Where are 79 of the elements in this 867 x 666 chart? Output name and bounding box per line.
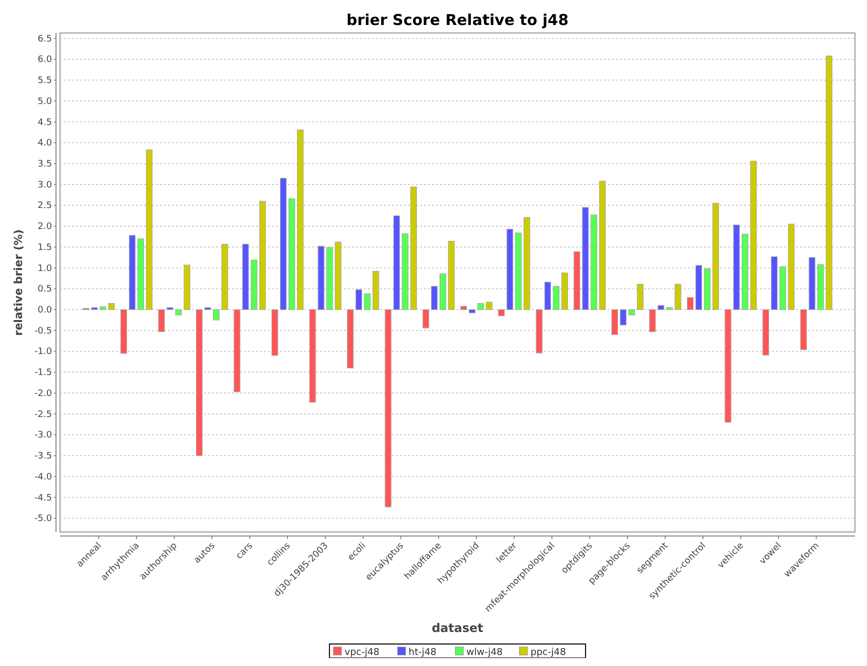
bar <box>146 150 153 310</box>
bar <box>506 228 514 310</box>
y-tick-label: -4.5 <box>34 493 52 504</box>
bar <box>468 309 476 314</box>
bar <box>410 186 417 310</box>
bar <box>280 178 287 310</box>
y-tick-label: 4.0 <box>38 138 52 149</box>
y-tick-label: -0.5 <box>34 326 52 336</box>
y-tick-label: -4.0 <box>34 472 52 482</box>
bar <box>779 266 786 310</box>
bar <box>561 272 568 310</box>
bar <box>788 224 795 310</box>
bar <box>272 309 278 356</box>
y-tick-label: 5.5 <box>38 76 52 86</box>
bar <box>212 309 220 320</box>
y-tick-label: 6.5 <box>38 34 52 44</box>
y-tick-label: 5.0 <box>38 96 52 107</box>
bar <box>704 268 711 310</box>
bar <box>440 273 446 310</box>
bar <box>695 265 702 310</box>
y-tick-label: -1.5 <box>34 368 52 378</box>
bar <box>524 217 530 310</box>
y-tick-label: -5.0 <box>34 514 52 524</box>
bar <box>372 270 380 310</box>
bar <box>137 238 144 310</box>
y-tick-label: 2.0 <box>38 222 52 232</box>
bar <box>384 309 392 508</box>
bar <box>515 232 522 310</box>
y-tick-label: -1.0 <box>34 347 52 358</box>
y-tick-label: -3.0 <box>34 430 52 441</box>
legend-label: ppc-j48 <box>530 647 566 658</box>
legend-label: vpc-j48 <box>344 647 380 658</box>
chart-title: brier Score Relative to j48 <box>346 11 569 29</box>
bar <box>364 293 371 310</box>
y-tick-label: 2.5 <box>38 201 52 212</box>
y-tick-label: 6.0 <box>38 55 52 66</box>
bar <box>402 233 408 310</box>
bar <box>120 309 128 354</box>
bar <box>477 303 484 310</box>
bar <box>628 309 636 316</box>
y-tick-label: -3.5 <box>34 452 52 462</box>
bar <box>536 309 542 354</box>
bar <box>422 309 430 328</box>
bar <box>460 306 467 310</box>
bar <box>356 289 362 310</box>
bar <box>204 307 212 310</box>
legend-label: wlw-j48 <box>466 647 503 658</box>
bar <box>620 309 627 326</box>
bar <box>347 309 354 368</box>
bar <box>486 302 492 310</box>
bar <box>393 215 400 310</box>
bar <box>128 235 136 310</box>
y-tick-label: 3.5 <box>38 159 52 170</box>
y-tick-label: 4.5 <box>38 118 52 128</box>
bar <box>762 309 770 356</box>
bar <box>552 286 560 310</box>
y-tick-label: 3.0 <box>38 180 52 190</box>
y-tick-label: 0.5 <box>38 284 52 295</box>
bar <box>431 286 438 310</box>
bar <box>611 309 618 335</box>
bar <box>636 284 644 310</box>
bar <box>196 309 203 456</box>
bar <box>686 297 694 310</box>
x-axis-title: dataset <box>432 621 484 635</box>
bar <box>712 202 720 310</box>
bar <box>498 309 505 316</box>
bar <box>297 129 304 310</box>
bar <box>221 244 228 310</box>
y-tick-label: 0.0 <box>38 306 52 316</box>
bar <box>288 198 296 310</box>
bar <box>770 256 778 310</box>
bar <box>448 240 455 310</box>
y-tick-label: -2.0 <box>34 388 52 399</box>
legend-label: ht-j48 <box>408 647 436 658</box>
y-tick-label: 1.5 <box>38 242 52 253</box>
y-axis-title: relative brier (%) <box>12 229 25 336</box>
y-tick-label: 1.0 <box>38 264 52 274</box>
bar <box>544 282 551 310</box>
y-tick-label: -2.5 <box>34 410 52 420</box>
